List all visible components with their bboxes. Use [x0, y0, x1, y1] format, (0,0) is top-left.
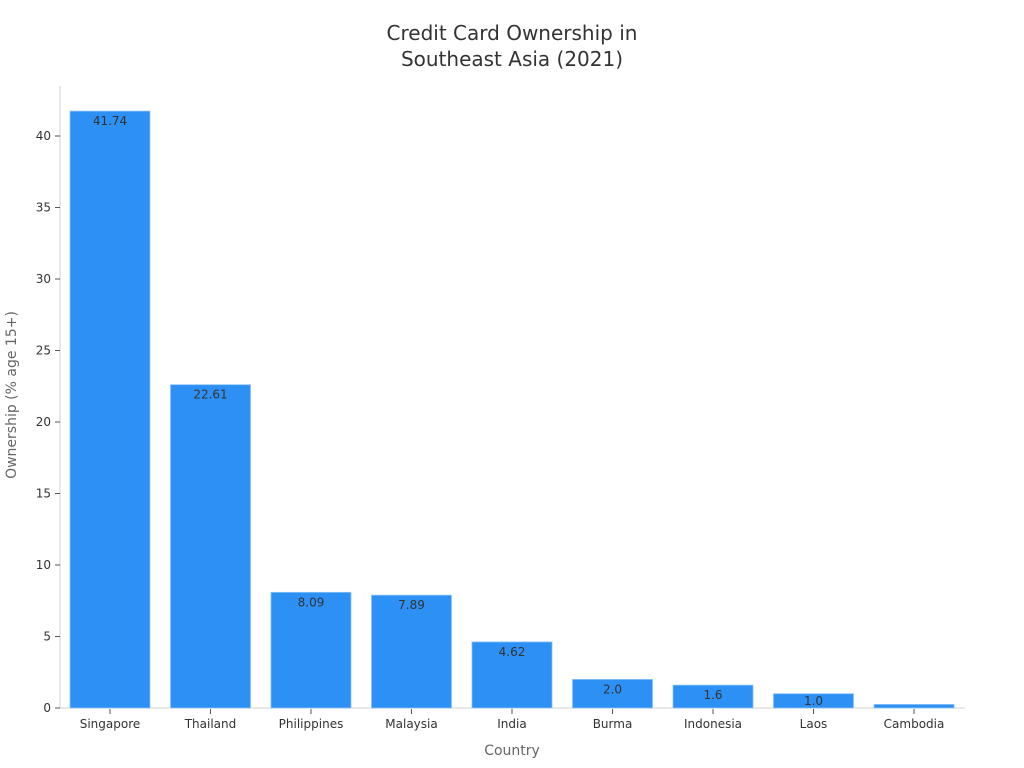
x-tick-label: Indonesia [684, 717, 742, 731]
bar-value-label: 1.0 [804, 694, 823, 708]
x-tick-label: Burma [593, 717, 633, 731]
y-tick-label: 5 [43, 630, 51, 644]
x-tick-label: Singapore [80, 717, 141, 731]
x-tick-label: Thailand [184, 717, 237, 731]
bar-value-label: 4.62 [499, 645, 526, 659]
bar-philippines [270, 591, 352, 709]
y-tick-label: 30 [36, 272, 51, 286]
y-tick-label: 15 [36, 487, 51, 501]
y-tick-label: 35 [36, 201, 51, 215]
x-axis-label: Country [484, 743, 540, 759]
bar-burma [572, 679, 653, 709]
bar-indonesia [672, 684, 754, 709]
bar-malaysia [371, 594, 452, 709]
bar-value-label: 8.09 [298, 595, 325, 609]
y-tick-label: 10 [36, 558, 51, 572]
bar-value-label: 2.0 [603, 682, 622, 696]
chart-title: Credit Card Ownership in Southeast Asia … [0, 20, 1024, 72]
y-tick-label: 20 [36, 415, 51, 429]
bar-india [471, 641, 553, 709]
y-tick-label: 0 [43, 701, 51, 715]
bar-value-label: 41.74 [93, 114, 127, 128]
bar-cambodia [873, 704, 955, 709]
x-tick-label: Philippines [279, 717, 344, 731]
y-tick-label: 25 [36, 344, 51, 358]
x-tick-label: Cambodia [884, 717, 945, 731]
bar-value-label: 1.6 [703, 688, 722, 702]
chart-title-line-1: Credit Card Ownership in [386, 21, 638, 45]
bar-value-label: 22.61 [193, 388, 227, 402]
bar-value-label: 7.89 [398, 598, 425, 612]
x-tick-label: Laos [800, 717, 828, 731]
x-tick-label: India [497, 717, 526, 731]
bar-thailand [170, 384, 251, 709]
y-tick-label: 40 [36, 129, 51, 143]
bar-singapore [69, 110, 151, 709]
chart-title-line-2: Southeast Asia (2021) [400, 47, 624, 71]
x-tick-label: Malaysia [385, 717, 437, 731]
bar-laos [773, 693, 854, 709]
